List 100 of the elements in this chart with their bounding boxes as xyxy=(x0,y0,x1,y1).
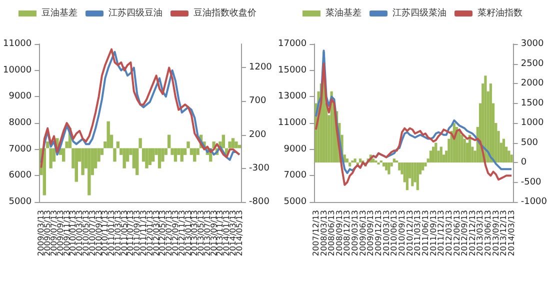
y2-tick-label: 1000 xyxy=(520,118,544,128)
x-tick-label: 2013/09/13 xyxy=(491,210,500,256)
legend-label: 菜油基差 xyxy=(326,8,362,18)
x-tick-label: 2013/03/13 xyxy=(476,210,485,256)
bar xyxy=(158,148,162,168)
bar xyxy=(510,154,513,162)
y2-tick-label: 0 xyxy=(520,158,527,168)
x-tick-label: 2012/03/13 xyxy=(444,210,454,256)
bar xyxy=(145,148,148,168)
bar xyxy=(358,158,362,162)
bar xyxy=(372,158,375,162)
y-tick-label: 13000 xyxy=(278,92,307,102)
bar xyxy=(392,158,396,162)
y2-tick-label: 2000 xyxy=(520,78,544,88)
bar xyxy=(231,138,235,148)
x-tick-label: 2009/06/13 xyxy=(358,210,368,256)
legend-label: 江苏四级豆油 xyxy=(108,8,162,18)
x-tick-label: 2011/07/13 xyxy=(126,210,136,256)
x-tick-label: 2010/12/13 xyxy=(405,210,414,256)
bar xyxy=(489,84,492,162)
bar xyxy=(388,162,390,174)
x-tick-label: 2009/03/13 xyxy=(36,210,46,256)
y2-tick-label: 1500 xyxy=(520,98,544,108)
x-tick-label: 2011/12/13 xyxy=(436,210,446,256)
x-tick-label: 2009/09/13 xyxy=(366,210,376,256)
bar xyxy=(186,141,190,148)
bar xyxy=(382,162,386,166)
x-tick-label: 2013/06/13 xyxy=(484,210,493,256)
bar xyxy=(354,158,356,162)
legend-label: 江苏四级菜油 xyxy=(392,8,446,18)
x-tick-label: 2009/12/13 xyxy=(374,210,384,256)
bar xyxy=(228,141,232,148)
bar xyxy=(234,141,238,148)
y-tick-label: 11000 xyxy=(2,39,32,49)
bar xyxy=(138,138,142,148)
x-tick-label: 2013/03/13 xyxy=(190,210,200,256)
bar xyxy=(429,150,432,162)
y-tick-label: 15000 xyxy=(278,65,307,76)
bar xyxy=(62,148,66,162)
x-tick-label: 2011/06/13 xyxy=(420,210,430,256)
bar xyxy=(502,138,506,162)
x-tick-label: 2010/09/13 xyxy=(398,210,407,256)
x-tick-label: 2007/12/13 xyxy=(311,210,320,256)
x-tick-label: 2012/11/13 xyxy=(177,210,186,256)
bar xyxy=(74,148,78,182)
x-tick-label: 2010/07/13 xyxy=(88,210,97,256)
y-tick-label: 9000 xyxy=(8,92,32,102)
bar xyxy=(398,162,401,170)
x-tick-label: 2011/05/13 xyxy=(120,210,129,256)
x-tick-label: 2008/12/13 xyxy=(342,210,352,256)
x-tick-label: 2008/09/13 xyxy=(334,210,344,256)
y-tick-label: 11000 xyxy=(278,118,307,128)
bar xyxy=(46,141,50,148)
bar xyxy=(167,134,171,148)
bar xyxy=(432,146,435,162)
bar xyxy=(106,121,110,148)
y2-tick-label: -500 xyxy=(520,177,542,188)
y-tick-label: 7000 xyxy=(284,170,307,181)
x-tick-label: 2010/09/13 xyxy=(94,210,104,256)
bar xyxy=(116,141,120,148)
legend-label: 豆油基差 xyxy=(42,8,78,18)
x-tick-label: 2013/09/13 xyxy=(209,210,218,256)
bar xyxy=(113,148,116,162)
y2-tick-label: 1200 xyxy=(249,62,272,73)
x-tick-label: 2012/09/13 xyxy=(460,210,470,256)
x-tick-label: 2010/11/13 xyxy=(100,210,110,256)
bar xyxy=(180,148,184,162)
y2-tick-label: 200 xyxy=(249,130,266,140)
bar xyxy=(484,76,487,162)
line-series xyxy=(314,62,513,186)
bar xyxy=(416,162,419,190)
bar xyxy=(424,162,427,166)
y-tick-label: 5000 xyxy=(8,197,32,207)
y-tick-label: 5000 xyxy=(284,197,307,207)
bar xyxy=(122,148,126,168)
bar xyxy=(222,134,226,148)
legend-label: 菜籽油指数 xyxy=(478,8,522,18)
y2-tick-label: 3000 xyxy=(520,39,544,49)
x-tick-label: 2008/03/13 xyxy=(319,210,328,256)
bar xyxy=(346,158,349,162)
y2-tick-label: 2500 xyxy=(520,58,544,69)
bar xyxy=(88,148,91,196)
legend-label: 豆油指数收盘价 xyxy=(194,8,256,18)
x-tick-label: 2009/11/13 xyxy=(62,210,72,256)
x-tick-label: 2011/09/13 xyxy=(132,210,142,256)
x-tick-label: 2012/03/13 xyxy=(152,210,161,256)
bar xyxy=(434,142,438,162)
bar xyxy=(440,146,442,162)
y-tick-label: 17000 xyxy=(278,39,307,49)
x-tick-label: 2010/01/13 xyxy=(68,210,78,256)
x-tick-label: 2012/06/13 xyxy=(452,210,462,256)
bar xyxy=(148,148,152,166)
x-tick-label: 2013/12/13 xyxy=(499,210,508,256)
x-tick-label: 2010/06/13 xyxy=(390,210,399,256)
y-tick-label: 9000 xyxy=(284,144,307,154)
y2-tick-label: -1000 xyxy=(520,197,548,207)
y2-tick-label: 500 xyxy=(520,138,538,148)
y2-tick-label: -300 xyxy=(249,163,270,174)
bar xyxy=(81,148,84,176)
x-tick-label: 2011/03/13 xyxy=(413,210,422,256)
